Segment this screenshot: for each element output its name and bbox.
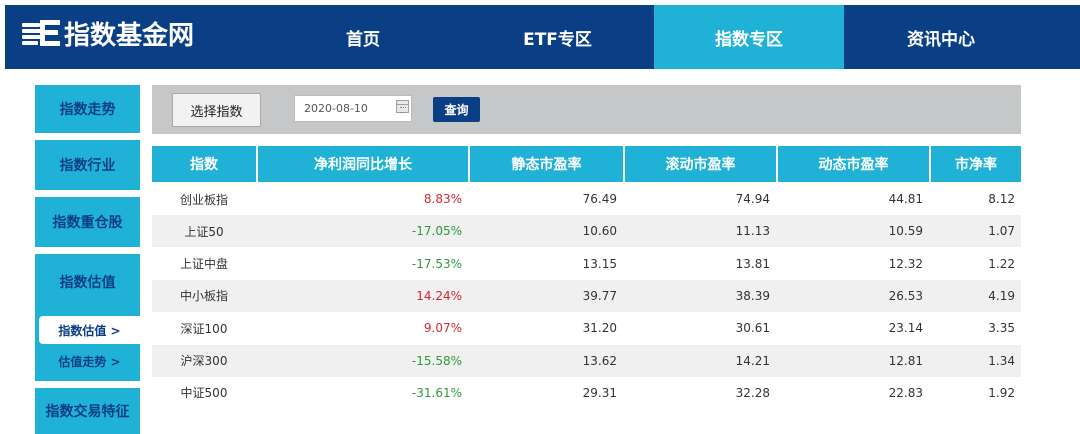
- table-row: 沪深300 -15.58% 13.62 14.21 12.81 1.34: [152, 344, 1021, 377]
- sidebar-item-index-valuation[interactable]: 指数估值: [35, 254, 140, 309]
- cell-static-pe: 39.77: [582, 288, 617, 303]
- cell-pb: 1.34: [988, 353, 1015, 368]
- cell-ttm-pe: 32.28: [735, 385, 770, 400]
- sidebar-sub-valuation-trend[interactable]: 估值走势 >: [58, 354, 121, 369]
- query-button[interactable]: 查询: [433, 97, 480, 122]
- logo-icon: [22, 20, 62, 46]
- search-bar: 选择指数 查询: [152, 85, 1021, 134]
- header-index: 指数: [152, 146, 256, 182]
- cell-index-name[interactable]: 沪深300: [180, 354, 228, 368]
- cell-static-pe: 13.62: [582, 353, 617, 368]
- top-navigation: 指数基金网 首页 ETF专区 指数专区 资讯中心: [0, 0, 1080, 72]
- cell-index-name[interactable]: 创业板指: [179, 192, 228, 207]
- table-row: 创业板指 8.83% 76.49 74.94 44.81 8.12: [152, 183, 1021, 215]
- cell-ttm-pe: 30.61: [735, 321, 770, 336]
- cell-pb: 1.22: [988, 256, 1015, 271]
- cell-profit-growth: -15.58%: [411, 353, 462, 368]
- header-ttm-pe: 滚动市盈率: [625, 146, 776, 182]
- table-row: 上证50 -17.05% 10.60 11.13 10.59 1.07: [152, 215, 1021, 248]
- header-static-pe: 静态市盈率: [470, 146, 623, 182]
- cell-static-pe: 13.15: [582, 256, 617, 271]
- cell-static-pe: 76.49: [582, 192, 617, 206]
- cell-static-pe: 10.60: [582, 224, 617, 239]
- cell-index-name[interactable]: 中证500: [180, 386, 228, 401]
- nav-index[interactable]: 指数专区: [654, 5, 844, 69]
- nav-home[interactable]: 首页: [346, 29, 380, 50]
- cell-pb: 1.07: [988, 224, 1015, 239]
- cell-profit-growth: -17.53%: [411, 256, 462, 271]
- date-input[interactable]: [294, 95, 412, 122]
- cell-pb: 8.12: [988, 192, 1015, 206]
- nav-news[interactable]: 资讯中心: [907, 29, 975, 50]
- header-pb: 市净率: [931, 146, 1021, 182]
- calendar-icon[interactable]: [396, 100, 409, 113]
- cell-index-name[interactable]: 上证50: [184, 224, 224, 239]
- cell-profit-growth: -17.05%: [411, 224, 462, 239]
- sidebar-item-index-industry[interactable]: 指数行业: [35, 140, 140, 190]
- table-row: 深证100 9.07% 31.20 30.61 23.14 3.35: [152, 312, 1021, 344]
- cell-dynamic-pe: 26.53: [888, 288, 923, 303]
- cell-ttm-pe: 11.13: [735, 224, 770, 239]
- sidebar-submenu: 指数估值 > 估值走势 >: [35, 309, 140, 381]
- cell-index-name[interactable]: 中小板指: [179, 289, 228, 304]
- cell-pb: 1.92: [988, 385, 1015, 400]
- header-dynamic-pe: 动态市盈率: [778, 146, 929, 182]
- table-row: 中证500 -31.61% 29.31 32.28 22.83 1.92: [152, 377, 1021, 409]
- cell-ttm-pe: 13.81: [735, 256, 770, 271]
- logo-text: 指数基金网: [64, 20, 195, 51]
- site-logo[interactable]: 指数基金网: [22, 14, 194, 52]
- cell-pb: 4.19: [988, 288, 1015, 303]
- nav-bar-background: [5, 5, 1080, 69]
- cell-dynamic-pe: 23.14: [888, 321, 923, 336]
- cell-profit-growth: 8.83%: [423, 192, 462, 206]
- cell-pb: 3.35: [988, 321, 1015, 336]
- cell-index-name[interactable]: 深证100: [180, 321, 228, 336]
- cell-dynamic-pe: 12.32: [888, 256, 923, 271]
- cell-ttm-pe: 14.21: [735, 353, 770, 368]
- cell-index-name[interactable]: 上证中盘: [179, 257, 228, 272]
- cell-profit-growth: 9.07%: [423, 321, 462, 336]
- cell-ttm-pe: 74.94: [735, 192, 770, 206]
- nav-etf[interactable]: ETF专区: [523, 29, 592, 50]
- cell-static-pe: 29.31: [582, 385, 617, 400]
- sidebar-item-index-trend[interactable]: 指数走势: [35, 85, 140, 133]
- cell-dynamic-pe: 12.81: [888, 353, 923, 368]
- header-profit-growth: 净利润同比增长: [258, 146, 468, 182]
- cell-static-pe: 31.20: [582, 321, 617, 336]
- sidebar-sub-valuation[interactable]: 指数估值 >: [39, 316, 140, 344]
- cell-dynamic-pe: 22.83: [888, 385, 923, 400]
- table-header: 指数 净利润同比增长 静态市盈率 滚动市盈率 动态市盈率 市净率: [152, 146, 1021, 182]
- sidebar-item-index-holdings[interactable]: 指数重仓股: [35, 197, 140, 247]
- select-index-button[interactable]: 选择指数: [172, 93, 261, 127]
- cell-profit-growth: 14.24%: [416, 288, 462, 303]
- table-row: 中小板指 14.24% 39.77 38.39 26.53 4.19: [152, 279, 1021, 312]
- cell-dynamic-pe: 44.81: [888, 192, 923, 206]
- cell-profit-growth: -31.61%: [411, 385, 462, 400]
- table-row: 上证中盘 -17.53% 13.15 13.81 12.32 1.22: [152, 248, 1021, 280]
- cell-ttm-pe: 38.39: [735, 288, 770, 303]
- sidebar-item-trading-features[interactable]: 指数交易特征: [35, 388, 140, 434]
- cell-dynamic-pe: 10.59: [888, 224, 923, 239]
